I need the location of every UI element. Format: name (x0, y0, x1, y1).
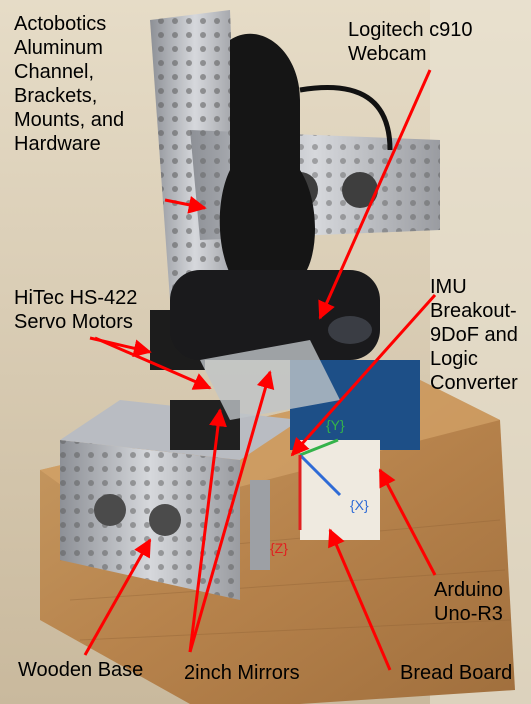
arrow-bread-board (328, 528, 392, 671)
webcam-body (219, 33, 315, 290)
axis-x-arrow (298, 453, 342, 497)
arrow-servo-2 (94, 336, 212, 390)
label-webcam: Logitech c910 Webcam (348, 19, 473, 65)
arrow-wooden-base (83, 538, 152, 656)
label-actobotics: Actobotics Aluminum Channel, Brackets, M… (14, 13, 125, 155)
arrow-mirror-2 (188, 370, 275, 653)
axis-y-label: {Y} (326, 417, 345, 433)
label-imu: IMU Breakout- 9DoF and Logic Converter (430, 276, 518, 394)
axis-y-arrow (299, 438, 339, 457)
axis-x-label: {X} (350, 497, 369, 513)
label-bread-board: Bread Board (400, 662, 513, 684)
arrow-actobotics (164, 195, 207, 214)
label-mirrors: 2inch Mirrors (184, 662, 300, 684)
label-arduino: Arduino Uno-R3 (434, 579, 503, 625)
webcam-head (170, 270, 380, 360)
label-servo: HiTec HS-422 Servo Motors (14, 287, 138, 333)
label-wooden-base: Wooden Base (18, 659, 144, 681)
arrow-webcam (318, 69, 432, 320)
bread-board (300, 440, 380, 540)
axis-z-label: {Z} (270, 540, 288, 556)
arrow-imu (290, 294, 437, 457)
arrow-mirror-1 (188, 408, 227, 653)
arrow-arduino (378, 468, 437, 576)
